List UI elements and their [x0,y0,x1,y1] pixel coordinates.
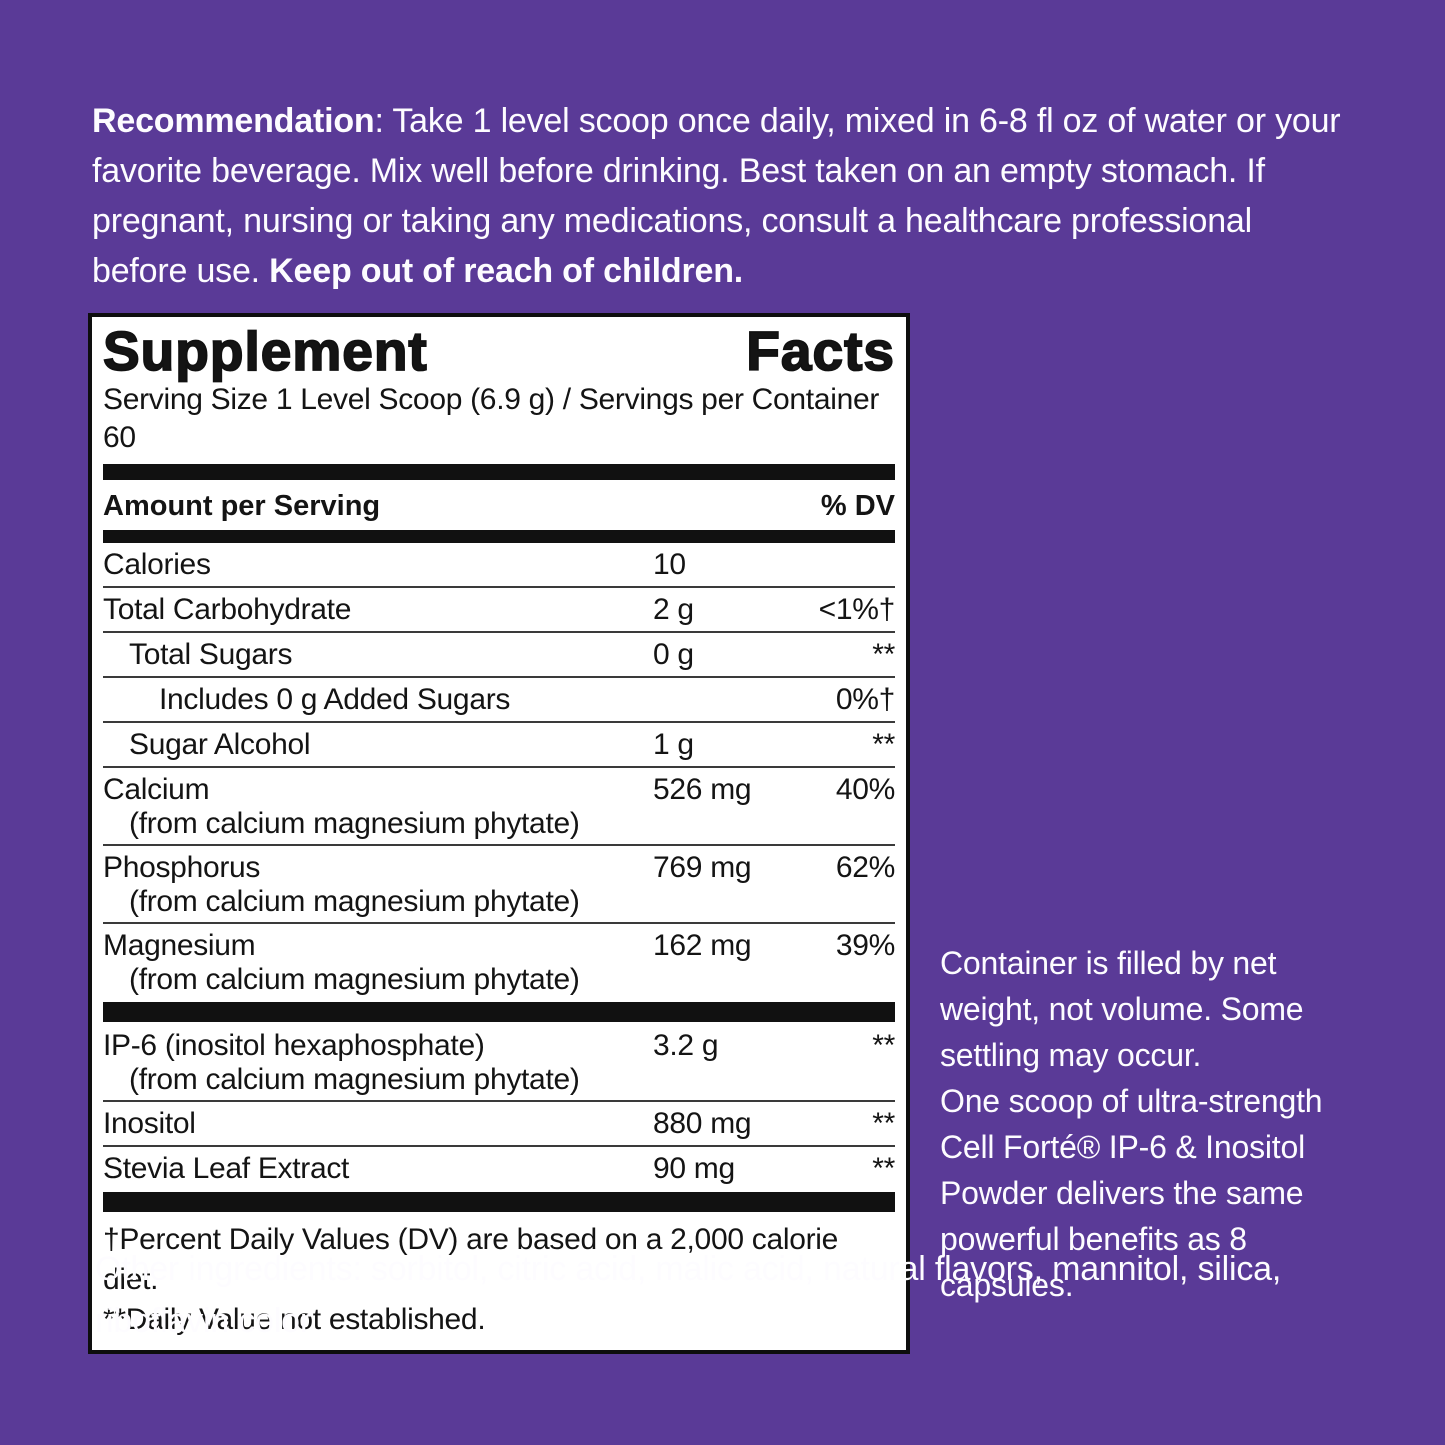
amount-per-serving-header: Amount per Serving [103,490,381,522]
nutrient-name: Total Sugars [129,638,293,671]
table-row: Total Sugars 0 g ** [103,633,895,676]
table-row: IP-6 (inositol hexaphosphate) (from calci… [103,1024,895,1100]
nutrient-amount: 0 g [653,638,694,671]
nutrient-amount: 162 mg [653,929,752,962]
table-row: Phosphorus (from calcium magnesium phytat… [103,846,895,922]
divider-bar [103,1192,895,1212]
nutrient-dv: ** [872,1107,895,1140]
side-note-capsules: One scoop of ultra-strength Cell Forté® … [940,1083,1323,1303]
nutrient-name: IP-6 (inositol hexaphosphate) (from calci… [103,1029,653,1096]
nutrient-dv: ** [872,638,895,671]
footnote-not-established: **Daily Value not established. [103,1303,486,1336]
nutrient-dv: 40% [835,773,895,806]
nutrient-amount: 3.2 g [653,1029,719,1062]
table-row: Includes 0 g Added Sugars 0%† [103,678,895,721]
table-row: Total Carbohydrate 2 g <1%† [103,588,895,631]
row-separator [103,586,895,588]
recommendation-text: Recommendation: Take 1 level scoop once … [92,96,1354,296]
nutrient-amount: 90 mg [653,1152,735,1185]
table-row: Inositol 880 mg ** [103,1102,895,1145]
row-separator [103,631,895,633]
facts-rows: Calories 10 Total Carbohydrate 2 g <1%† Total… [103,543,895,1212]
row-separator [103,721,895,723]
nutrient-amount: 769 mg [653,851,752,884]
panel-title: Supplement Facts [102,320,895,382]
facts-header-row: Amount per Serving % DV [103,486,895,525]
nutrient-name: Sugar Alcohol [129,728,311,761]
nutrient-amount: 526 mg [653,773,752,806]
other-ingredients: Other ingredients: sorbitol, citric acid… [95,1243,1365,1347]
side-note: Container is filled by net weight, not v… [940,940,1378,1308]
recommendation-warning: Keep out of reach of children. [269,252,744,290]
side-note-settling: Container is filled by net weight, not v… [940,945,1304,1073]
row-separator [103,676,895,678]
recommendation-body: : Take 1 level scoop once daily, mixed i… [92,102,1341,290]
footnote-daily-values: †Percent Daily Values (DV) are based on … [103,1223,839,1296]
nutrient-amount: 1 g [653,728,694,761]
nutrient-dv: 62% [835,851,895,884]
nutrient-dv: ** [872,728,895,761]
nutrient-name: Includes 0 g Added Sugars [159,683,511,716]
divider-bar [103,1002,895,1022]
nutrient-source: (from calcium magnesium phytate) [129,1063,580,1096]
nutrient-name: Inositol [103,1107,196,1140]
serving-size-line: Serving Size 1 Level Scoop (6.9 g) / Ser… [103,383,880,454]
nutrient-dv: 39% [835,929,895,962]
footnotes: †Percent Daily Values (DV) are based on … [103,1214,895,1340]
other-ingredients-text: Other ingredients: sorbitol, citric acid… [95,1250,1282,1340]
nutrient-name: Total Carbohydrate [103,593,352,626]
row-separator [103,922,895,924]
nutrient-dv: ** [872,1029,895,1062]
table-row: Magnesium (from calcium magnesium phytate… [103,924,895,1000]
nutrient-source: (from calcium magnesium phytate) [129,885,580,918]
divider-bar [103,530,895,543]
nutrient-dv: ** [872,1152,895,1185]
table-row: Calcium (from calcium magnesium phytate) 5… [103,768,895,844]
nutrient-dv: <1%† [818,593,896,626]
nutrient-name: Stevia Leaf Extract [103,1152,350,1185]
table-row: Stevia Leaf Extract 90 mg ** [103,1147,895,1190]
supplement-facts-panel: Supplement Facts Serving Size 1 Level Sc… [88,313,910,1354]
divider-bar [103,464,895,480]
row-separator [103,844,895,846]
nutrient-source: (from calcium magnesium phytate) [129,963,580,996]
nutrient-dv: 0%† [835,683,895,716]
nutrient-amount: 10 [653,548,686,581]
nutrient-source: (from calcium magnesium phytate) [129,807,580,840]
percent-dv-header: % DV [820,490,895,522]
row-separator [103,1100,895,1102]
nutrient-name: Phosphorus (from calcium magnesium phytat… [103,851,653,918]
table-row: Sugar Alcohol 1 g ** [103,723,895,766]
nutrient-name: Calcium (from calcium magnesium phytate) [103,773,653,840]
row-separator [103,766,895,768]
nutrient-name: Calories [103,548,211,581]
row-separator [103,1145,895,1147]
nutrient-name: Magnesium (from calcium magnesium phytate… [103,929,653,996]
nutrient-amount: 880 mg [653,1107,752,1140]
recommendation-label: Recommendation [92,102,375,140]
table-row: Calories 10 [103,543,895,586]
nutrient-amount: 2 g [653,593,694,626]
